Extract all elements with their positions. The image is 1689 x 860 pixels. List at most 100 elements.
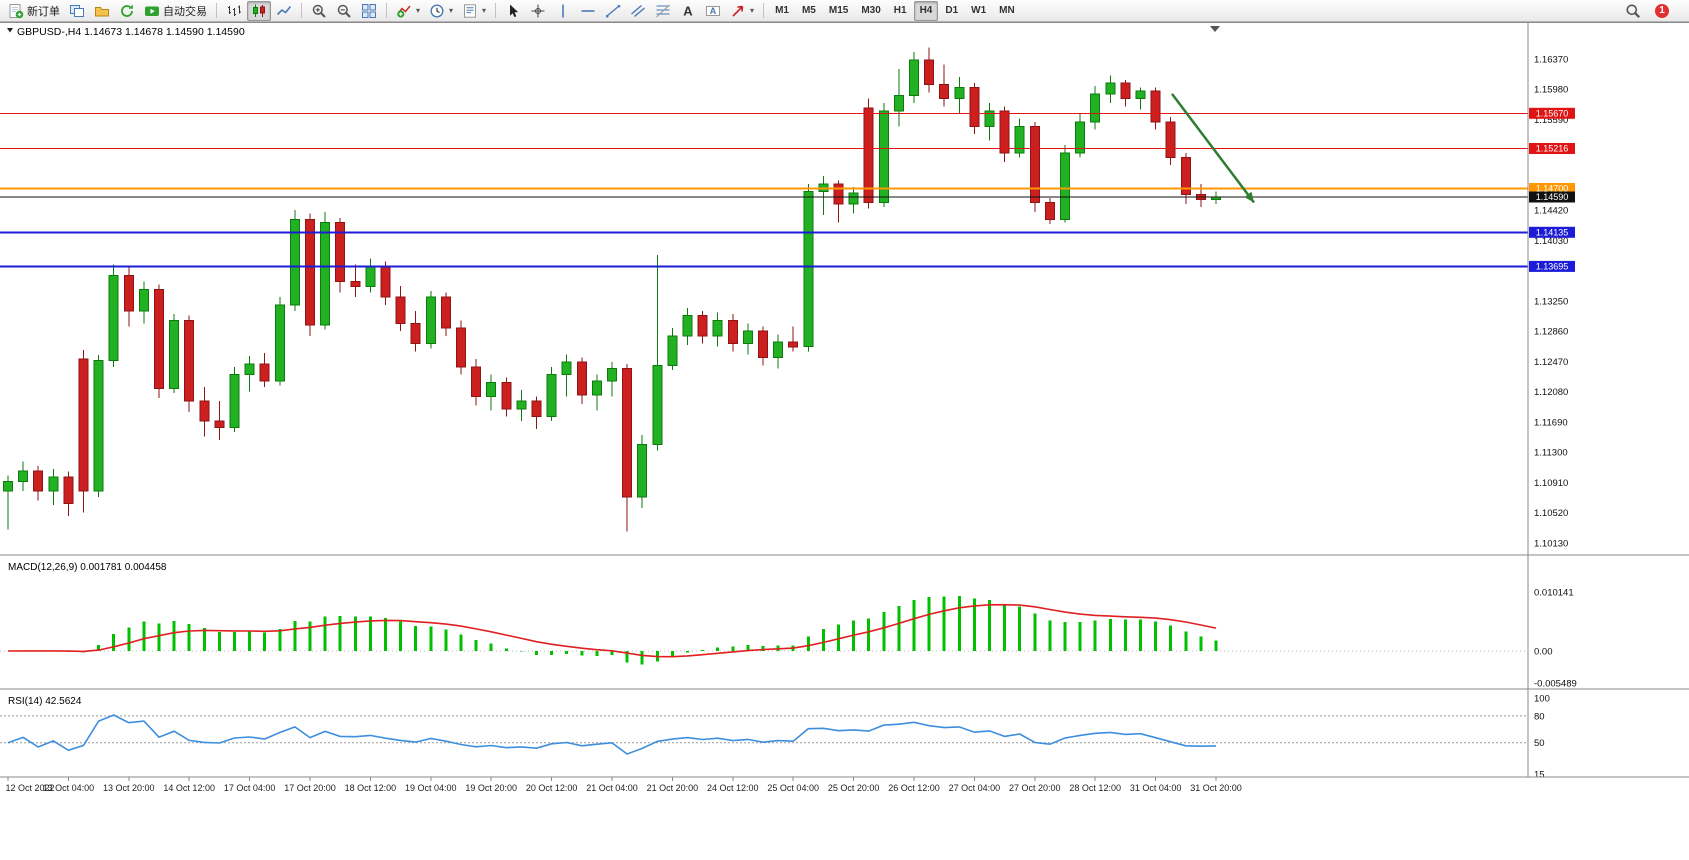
text-label-button[interactable]: A [701, 1, 725, 21]
candlestick-icon [253, 4, 265, 17]
candle-body [531, 400, 542, 417]
time-axis-label: 31 Oct 04:00 [1130, 783, 1182, 793]
candle-body [335, 222, 346, 283]
toolbar-separator [763, 3, 765, 18]
candle-body [154, 288, 164, 390]
candle-body [471, 366, 482, 397]
candle-body [773, 341, 784, 359]
toolbar-separator [301, 3, 302, 18]
price-axis-labels: 1.16370 1.15980 1.15590 1.14420 1.14030 1.132… [1534, 54, 1568, 549]
candle-body [425, 296, 436, 345]
candle-body [607, 367, 617, 382]
candle-body [848, 192, 859, 205]
search-button[interactable] [1625, 3, 1641, 19]
candle-body [622, 367, 633, 498]
tf-m15-button[interactable]: M15 [823, 1, 854, 21]
toolbar-separator [386, 3, 387, 18]
text-button[interactable]: A [676, 1, 700, 21]
layouts-button[interactable] [65, 1, 89, 21]
horizontal-line-button[interactable] [576, 1, 600, 21]
profiles-icon [95, 6, 109, 16]
cursor-icon [510, 4, 519, 17]
periods-button[interactable]: ▾ [425, 1, 457, 21]
price-axis-label: 1.11300 [1534, 448, 1568, 459]
line-objects [0, 112, 1528, 268]
chart-shift-marker[interactable] [1210, 26, 1220, 32]
macd-axis-label: -0.005489 [1534, 678, 1577, 689]
profiles-button[interactable] [90, 1, 114, 21]
rsi-axis-label: 50 [1534, 738, 1545, 749]
candle-body [48, 476, 59, 492]
tf-m5-button[interactable]: M5 [796, 1, 822, 21]
tf-h4-button-label: H4 [919, 5, 933, 16]
trendline-button[interactable] [601, 1, 625, 21]
tile-windows-button[interactable] [357, 1, 381, 21]
candle-body [3, 481, 13, 492]
autotrading-button[interactable]: 自动交易 [140, 1, 211, 21]
candle-body [18, 470, 29, 483]
candlestick-chart-button[interactable] [247, 0, 271, 21]
crosshair-button[interactable] [526, 1, 550, 21]
rsi-axis-label: 80 [1534, 711, 1545, 722]
candle-body [546, 374, 557, 418]
bar-chart-button[interactable] [222, 1, 246, 21]
svg-text:A: A [710, 5, 717, 15]
indicators-button[interactable]: ▾ [392, 1, 424, 21]
tf-w1-button[interactable]: W1 [965, 1, 992, 21]
dropdown-caret-icon: ▾ [449, 6, 454, 15]
candle-body [516, 400, 527, 410]
line-chart-button[interactable] [272, 1, 296, 21]
trend-arrow-object[interactable] [1171, 93, 1255, 204]
candle-body [1029, 126, 1040, 203]
candle-body [1014, 126, 1025, 154]
zoom-in-icon [312, 4, 326, 18]
candle-body [909, 59, 919, 96]
price-level-badge: 1.13695 [1529, 260, 1575, 272]
templates-button[interactable]: ▾ [458, 1, 490, 21]
toolbar-separator [216, 3, 217, 18]
tf-m30-button[interactable]: M30 [855, 1, 886, 21]
tile-windows-icon [362, 3, 376, 18]
notification-badge[interactable]: 1 [1655, 3, 1669, 18]
tf-m15-button-label: M15 [828, 5, 849, 16]
time-axis-label: 13 Oct 20:00 [103, 783, 155, 793]
symbol-dropdown-icon[interactable] [7, 28, 13, 33]
template-icon [464, 3, 477, 18]
autotrading-button-label: 自动交易 [163, 5, 207, 18]
rsi-panel-plot-area[interactable] [0, 690, 1528, 777]
macd-panel-plot-area[interactable] [0, 556, 1528, 688]
rsi-axis-label: 100 [1534, 694, 1550, 705]
cursor-button[interactable] [501, 1, 525, 21]
fibonacci-button[interactable] [651, 1, 675, 21]
time-axis-label: 17 Oct 04:00 [224, 783, 276, 793]
tf-d1-button[interactable]: D1 [939, 1, 964, 21]
tf-h1-button-label: H1 [893, 5, 907, 16]
time-axis[interactable] [0, 777, 1689, 807]
arrows-button[interactable]: ▾ [726, 1, 758, 21]
channel-button[interactable] [626, 1, 650, 21]
candle-body [893, 94, 904, 112]
vertical-line-button[interactable] [551, 1, 575, 21]
fibo-icon [656, 4, 670, 17]
zoom-out-button[interactable] [332, 1, 356, 21]
price-axis[interactable] [1528, 22, 1689, 777]
tf-m1-button[interactable]: M1 [769, 1, 795, 21]
candle-body [999, 110, 1010, 154]
tf-mn-button[interactable]: MN [993, 1, 1021, 21]
price-axis-label: 1.11690 [1534, 417, 1568, 428]
toolbar-right: 1 [1625, 3, 1685, 19]
candle-body [1165, 121, 1176, 159]
zoom-out-icon [337, 4, 351, 18]
zoom-in-button[interactable] [307, 1, 331, 21]
current-price-badge: 1.14590 [1529, 191, 1575, 203]
tf-h1-button[interactable]: H1 [888, 1, 913, 21]
channel-icon [631, 4, 646, 17]
tf-h4-button[interactable]: H4 [913, 0, 939, 21]
dropdown-caret-icon: ▾ [750, 6, 755, 15]
refresh-button[interactable] [115, 1, 139, 21]
new-order-button[interactable]: 新订单 [4, 1, 64, 21]
time-axis-label: 17 Oct 20:00 [284, 783, 336, 793]
time-axis-label: 25 Oct 20:00 [828, 783, 880, 793]
price-level-badge-text: 1.15670 [1536, 108, 1569, 118]
main-chart-plot-area[interactable] [0, 22, 1528, 554]
